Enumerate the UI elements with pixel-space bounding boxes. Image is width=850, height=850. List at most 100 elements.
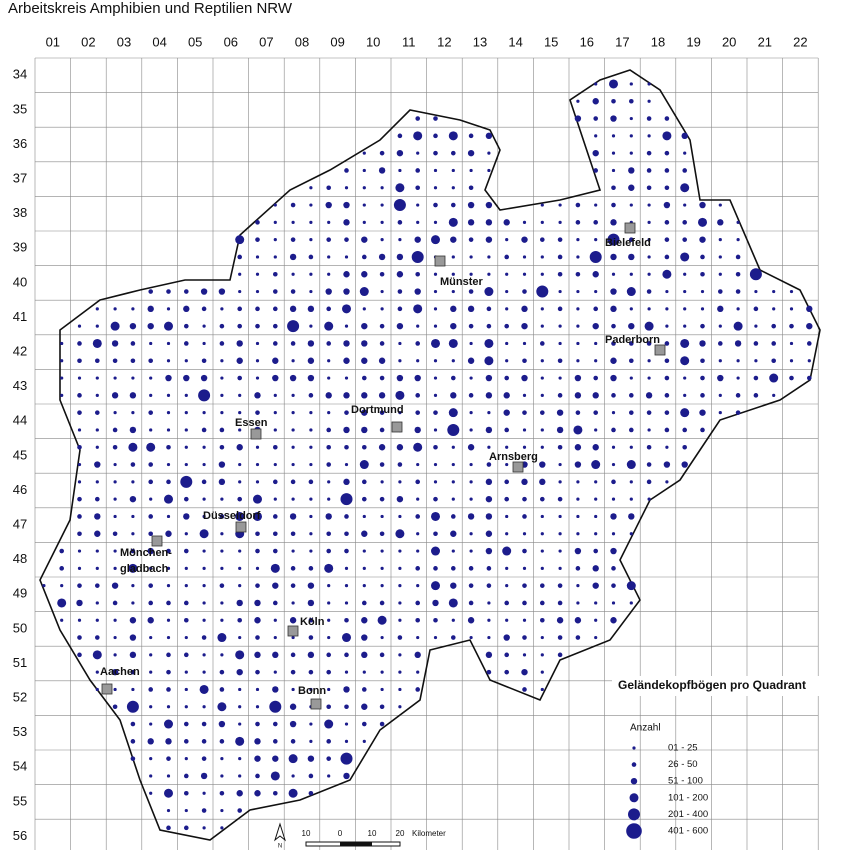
record-dot (487, 635, 491, 640)
record-dot (576, 584, 580, 588)
record-dot (522, 653, 527, 657)
city-name: Paderborn (605, 334, 660, 346)
record-dot (202, 341, 206, 346)
record-dot (77, 635, 82, 640)
record-dot (60, 341, 64, 346)
row-label: 44 (13, 413, 27, 428)
record-dot (166, 635, 171, 640)
record-dot (664, 185, 670, 191)
record-dot (433, 410, 438, 415)
record-dot (664, 116, 670, 121)
record-dot (112, 444, 118, 450)
record-dot (522, 272, 527, 276)
record-dot (647, 272, 651, 276)
record-dot (202, 549, 206, 553)
record-dot (415, 479, 421, 485)
record-dot (309, 203, 313, 207)
legend-dot (628, 808, 640, 821)
record-dot (735, 289, 741, 294)
record-dot (129, 392, 137, 399)
record-dot (238, 722, 242, 726)
record-dot (558, 324, 562, 328)
record-dot (469, 168, 473, 173)
record-dot (681, 461, 688, 468)
record-dot (469, 376, 473, 380)
record-dot (451, 289, 455, 294)
record-dot (379, 496, 385, 502)
record-dot (700, 323, 705, 329)
record-dot (415, 566, 421, 571)
record-dot (610, 253, 617, 261)
record-dot (343, 219, 350, 226)
record-dot (307, 374, 315, 382)
record-dot (699, 201, 706, 209)
row-label: 39 (13, 240, 27, 255)
record-dot (540, 410, 545, 415)
record-dot (95, 635, 100, 640)
record-dot (647, 497, 651, 501)
record-dot (149, 497, 153, 501)
record-dot (467, 357, 475, 364)
record-dot (433, 462, 438, 467)
record-dot (307, 340, 315, 347)
record-dot (361, 357, 368, 364)
record-dot (592, 98, 599, 105)
record-dot (77, 462, 82, 467)
record-dot (202, 462, 206, 467)
scale-label: 10 (368, 829, 377, 838)
city-marker (101, 683, 113, 695)
record-dot (398, 670, 402, 674)
record-dot (556, 409, 564, 416)
record-dot (682, 237, 687, 242)
record-dot (646, 479, 652, 485)
record-dot (237, 254, 242, 260)
record-dot (362, 203, 366, 207)
record-dot (505, 272, 509, 276)
record-dot (609, 79, 618, 89)
record-dot (611, 168, 616, 173)
record-dot (647, 376, 651, 380)
record-dot (379, 652, 385, 658)
record-dot (344, 566, 349, 570)
record-dot (646, 289, 652, 294)
record-dot (183, 374, 190, 382)
record-dot (238, 635, 242, 640)
record-dot (416, 532, 420, 536)
record-dot (733, 321, 743, 331)
row-label: 55 (13, 793, 27, 808)
record-dot (680, 356, 690, 366)
record-dot (735, 393, 741, 398)
record-dot (290, 237, 296, 242)
record-dot (683, 289, 687, 294)
record-dot (254, 755, 261, 762)
record-dot (398, 705, 402, 709)
record-dot (485, 495, 493, 503)
record-dot (344, 514, 349, 519)
legend-label: 26 - 50 (668, 759, 698, 770)
record-dot (164, 494, 173, 504)
record-dot (611, 393, 616, 398)
map-title: Arbeitskreis Amphibien und Reptilien NRW (8, 0, 293, 17)
record-dot (111, 668, 119, 676)
record-dot (111, 340, 119, 347)
record-dot (505, 307, 509, 311)
record-dot (77, 549, 82, 553)
record-dot (611, 185, 616, 191)
record-dot (202, 618, 206, 622)
record-dot (576, 99, 580, 103)
record-dot (505, 359, 509, 363)
record-dot (575, 635, 581, 640)
record-dot (113, 411, 117, 415)
record-dot (344, 548, 349, 554)
record-dot (202, 324, 206, 328)
record-dot (576, 255, 580, 259)
record-dot (647, 255, 651, 259)
record-dot (92, 650, 102, 660)
record-dot (448, 338, 458, 348)
record-dot (699, 409, 706, 416)
record-dot (166, 774, 171, 778)
record-dot (540, 566, 544, 570)
record-dot (522, 635, 527, 640)
record-dot (558, 289, 562, 294)
record-dot (113, 376, 117, 380)
